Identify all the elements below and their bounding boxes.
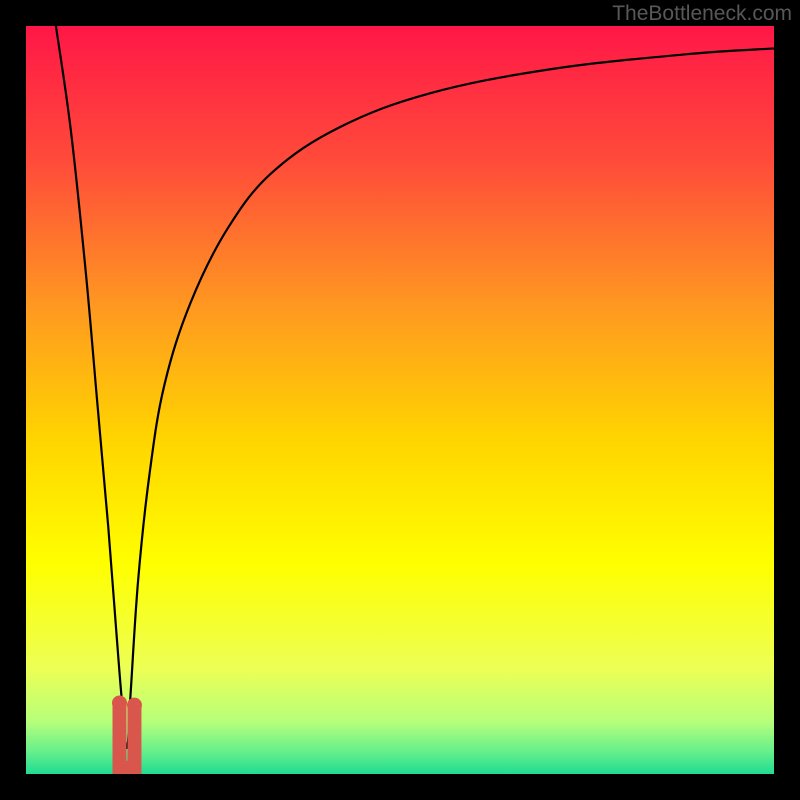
bottleneck-chart: TheBottleneck.com bbox=[0, 0, 800, 800]
marker-dot-right bbox=[127, 698, 142, 713]
marker-dot-left bbox=[112, 695, 127, 710]
chart-background-gradient bbox=[26, 26, 774, 774]
chart-svg bbox=[0, 0, 800, 800]
watermark-text: TheBottleneck.com bbox=[612, 2, 792, 26]
